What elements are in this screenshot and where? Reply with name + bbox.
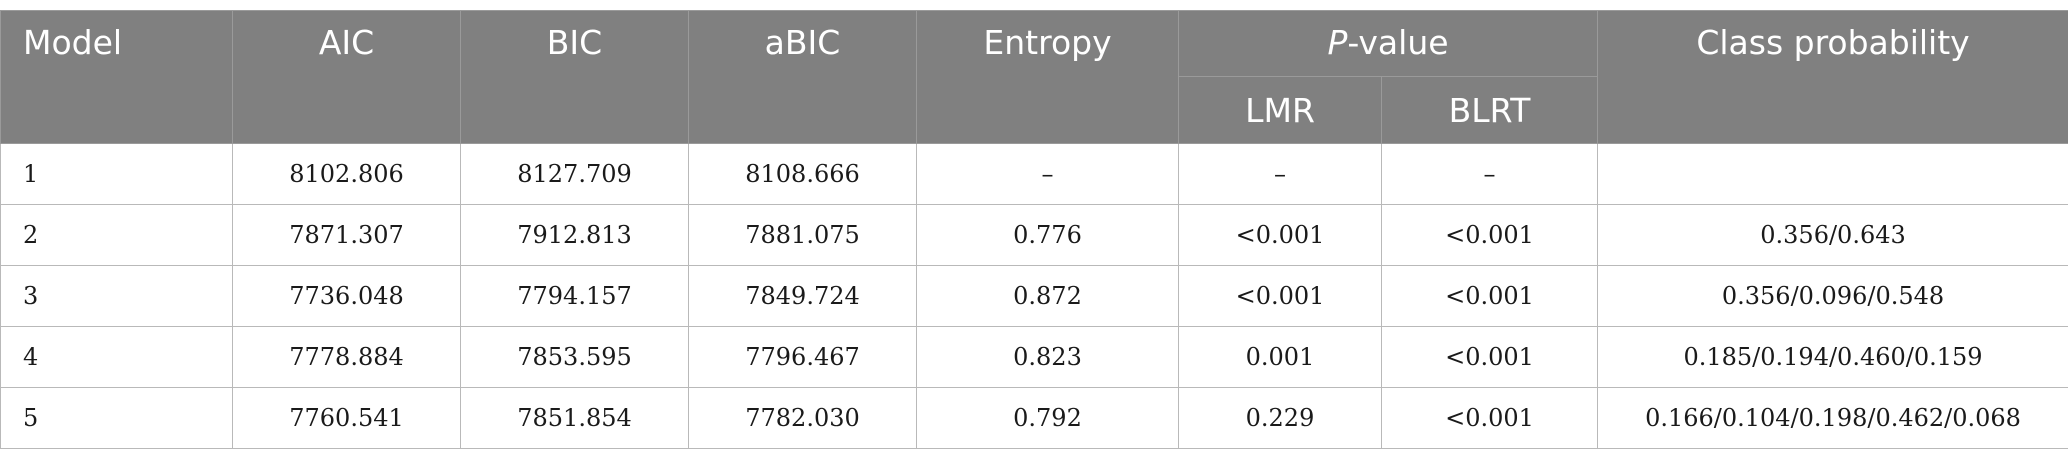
cell-bic: 8127.709 [460, 143, 689, 205]
cell-aic: 7871.307 [232, 204, 461, 266]
cell-lmr: <0.001 [1178, 265, 1382, 327]
header-aic: AIC [232, 10, 461, 144]
cell-model: 2 [0, 204, 233, 266]
cell-class-probability: 0.185/0.194/0.460/0.159 [1597, 326, 2068, 388]
cell-model: 3 [0, 265, 233, 327]
cell-class-probability: 0.166/0.104/0.198/0.462/0.068 [1597, 387, 2068, 449]
cell-entropy: – [916, 143, 1179, 205]
cell-aic: 7760.541 [232, 387, 461, 449]
table-header: Model AIC BIC aBIC Entropy P-value Class… [0, 10, 2068, 144]
header-lmr: LMR [1178, 76, 1382, 144]
table-row: 5 7760.541 7851.854 7782.030 0.792 0.229… [0, 387, 2068, 449]
cell-entropy: 0.792 [916, 387, 1179, 449]
cell-blrt: – [1380, 143, 1599, 205]
cell-class-probability: 0.356/0.643 [1597, 204, 2068, 266]
model-fit-table: Model AIC BIC aBIC Entropy P-value Class… [0, 10, 2068, 449]
cell-abic: 7782.030 [688, 387, 917, 449]
cell-class-probability: 0.356/0.096/0.548 [1597, 265, 2068, 327]
cell-bic: 7851.854 [460, 387, 689, 449]
cell-model: 1 [0, 143, 233, 205]
table-row: 1 8102.806 8127.709 8108.666 – – – [0, 143, 2068, 205]
cell-lmr: <0.001 [1178, 204, 1382, 266]
cell-aic: 7778.884 [232, 326, 461, 388]
cell-abic: 8108.666 [688, 143, 917, 205]
cell-entropy: 0.823 [916, 326, 1179, 388]
cell-blrt: <0.001 [1380, 204, 1599, 266]
cell-entropy: 0.872 [916, 265, 1179, 327]
header-p-value: P-value [1177, 10, 1599, 77]
table-row: 4 7778.884 7853.595 7796.467 0.823 0.001… [0, 326, 2068, 388]
cell-bic: 7853.595 [460, 326, 689, 388]
cell-abic: 7881.075 [688, 204, 917, 266]
cell-lmr: 0.229 [1178, 387, 1382, 449]
table-row: 3 7736.048 7794.157 7849.724 0.872 <0.00… [0, 265, 2068, 327]
cell-model: 5 [0, 387, 233, 449]
cell-model: 4 [0, 326, 233, 388]
cell-class-probability [1597, 143, 2068, 205]
cell-lmr: – [1178, 143, 1382, 205]
table-row: 2 7871.307 7912.813 7881.075 0.776 <0.00… [0, 204, 2068, 266]
cell-blrt: <0.001 [1380, 265, 1599, 327]
header-bic: BIC [460, 10, 689, 144]
header-class-probability: Class probability [1597, 10, 2068, 144]
p-value-italic: P [1327, 23, 1348, 62]
cell-blrt: <0.001 [1380, 387, 1599, 449]
table-body: 1 8102.806 8127.709 8108.666 – – – 2 787… [0, 143, 2068, 449]
cell-aic: 8102.806 [232, 143, 461, 205]
p-value-rest: -value [1347, 23, 1449, 62]
cell-bic: 7794.157 [460, 265, 689, 327]
header-abic: aBIC [688, 10, 917, 144]
cell-abic: 7849.724 [688, 265, 917, 327]
header-blrt: BLRT [1380, 76, 1599, 144]
cell-lmr: 0.001 [1178, 326, 1382, 388]
cell-abic: 7796.467 [688, 326, 917, 388]
cell-blrt: <0.001 [1380, 326, 1599, 388]
cell-bic: 7912.813 [460, 204, 689, 266]
cell-entropy: 0.776 [916, 204, 1179, 266]
cell-aic: 7736.048 [232, 265, 461, 327]
header-model: Model [0, 10, 233, 144]
header-entropy: Entropy [916, 10, 1179, 144]
model-fit-table-container: Model AIC BIC aBIC Entropy P-value Class… [0, 10, 2068, 449]
